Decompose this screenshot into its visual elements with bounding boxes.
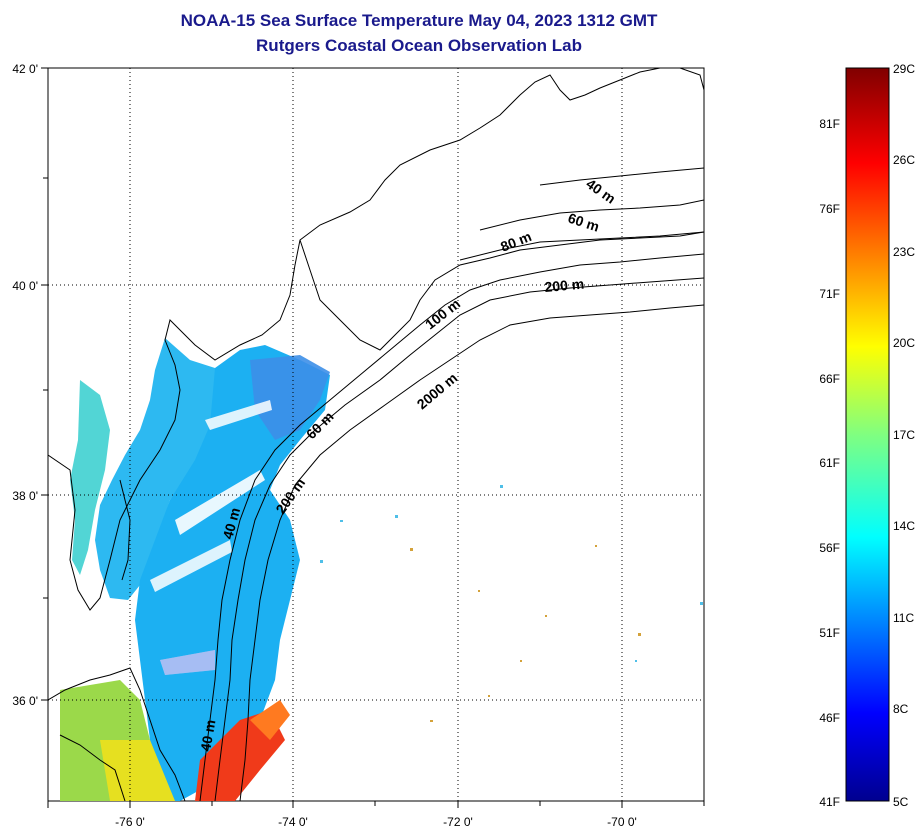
lon-label: -72 0'	[443, 815, 473, 829]
colorbar	[845, 67, 890, 802]
lat-label: 42 0'	[12, 62, 38, 76]
colorbar-c-label: 20C	[893, 336, 915, 350]
colorbar-f-label: 61F	[819, 456, 840, 470]
colorbar-c-label: 8C	[893, 702, 909, 716]
colorbar-c-label: 14C	[893, 519, 915, 533]
map-title: NOAA-15 Sea Surface Temperature May 04, …	[180, 11, 658, 30]
axis-ticks	[41, 67, 705, 808]
colorbar-f-label: 56F	[819, 541, 840, 555]
lat-label: 36 0'	[12, 694, 38, 708]
depth-label: 40 m	[219, 506, 243, 541]
depth-label: 200 m	[544, 276, 585, 295]
colorbar-f-label: 76F	[819, 202, 840, 216]
lat-label: 38 0'	[12, 489, 38, 503]
colorbar-f-label: 51F	[819, 626, 840, 640]
colorbar-f-label: 66F	[819, 372, 840, 386]
lon-label: -70 0'	[607, 815, 637, 829]
colorbar-f-label: 41F	[819, 795, 840, 809]
coastline	[48, 68, 704, 801]
colorbar-f-label: 71F	[819, 287, 840, 301]
colorbar-f-label: 46F	[819, 711, 840, 725]
colorbar-f-label: 81F	[819, 117, 840, 131]
colorbar-c-label: 29C	[893, 62, 915, 76]
lon-label: -74 0'	[278, 815, 308, 829]
lat-label: 40 0'	[12, 279, 38, 293]
depth-label: 40 m	[197, 718, 218, 752]
graticule	[48, 68, 704, 801]
colorbar-c-label: 23C	[893, 245, 915, 259]
colorbar-c-label: 26C	[893, 153, 915, 167]
colorbar-c-label: 11C	[893, 611, 914, 625]
colorbar-c-label: 17C	[893, 428, 915, 442]
bathymetry-contours	[199, 167, 704, 801]
colorbar-c-label: 5C	[893, 795, 909, 809]
map-subtitle: Rutgers Coastal Ocean Observation Lab	[256, 36, 582, 55]
lon-label: -76 0'	[115, 815, 145, 829]
